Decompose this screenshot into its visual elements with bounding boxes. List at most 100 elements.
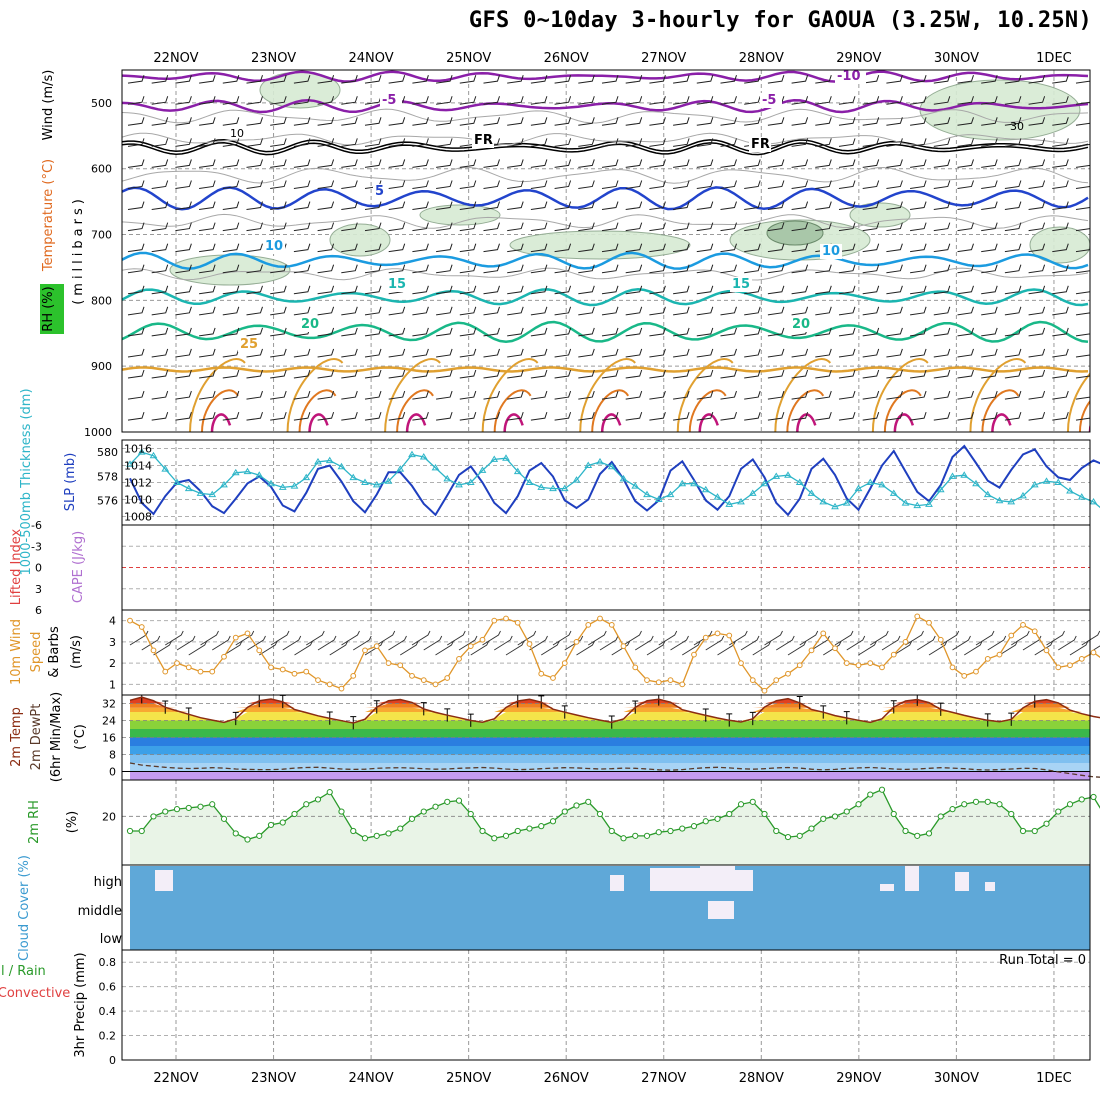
surface-wind-barb	[411, 630, 431, 646]
surface-wind-barb	[388, 635, 407, 651]
rh-point	[878, 786, 886, 793]
temperature-contour-label: 15	[732, 277, 750, 292]
wind-barb	[957, 222, 974, 232]
wind-barb	[862, 327, 880, 337]
surface-wind-barb	[1093, 645, 1100, 651]
wind-barb	[673, 390, 690, 400]
dewpoint-line	[129, 762, 1100, 778]
wind-barb	[981, 390, 998, 400]
rh-contour-label: 30	[1010, 120, 1024, 133]
wind-barb	[578, 180, 595, 189]
wind-barb	[838, 390, 856, 400]
wind-barb	[127, 369, 145, 379]
temp-tick: 24	[102, 715, 116, 728]
wind-barb	[459, 306, 477, 316]
wind-barb	[483, 390, 500, 400]
wind-barb	[744, 348, 761, 358]
wind-barb	[199, 285, 216, 295]
wind-barb	[625, 390, 643, 400]
wind-barb	[341, 348, 358, 358]
wind-barb	[696, 180, 714, 189]
rh-point	[796, 832, 803, 839]
wind-speed-point	[832, 645, 838, 652]
wind-barb	[388, 306, 406, 316]
wind-barb	[1052, 306, 1069, 316]
wind-barb	[981, 306, 998, 316]
wind-barb	[696, 285, 714, 295]
wind-barb	[862, 75, 880, 84]
surface-wind-barb	[529, 635, 548, 651]
wind-barb	[293, 201, 311, 211]
wind-speed-point	[127, 617, 133, 624]
wind-barb	[1075, 416, 1090, 421]
wind-barb	[151, 96, 169, 105]
wind-barb	[199, 117, 216, 126]
wind-barb	[862, 96, 880, 105]
wind-barb	[388, 369, 406, 379]
wind-barb	[151, 180, 169, 189]
wind-barb	[507, 390, 524, 400]
rh-point	[714, 815, 721, 822]
temperature-contour-label: 10	[265, 239, 283, 254]
wind-barb	[341, 138, 358, 147]
wind-speed-point	[326, 681, 333, 688]
contour-label-bg	[472, 133, 494, 148]
thickness-point	[572, 476, 581, 483]
wind-barb	[578, 264, 595, 274]
rh-point	[1090, 793, 1097, 801]
wind-barb	[957, 411, 974, 421]
wind-barb	[910, 264, 927, 274]
surface-wind-barb	[870, 630, 889, 646]
wind-barb	[199, 159, 216, 168]
surface-wind-barb	[188, 640, 208, 656]
temperature-contour-35	[1088, 423, 1090, 432]
wind-barb	[886, 117, 903, 126]
wind-barb	[649, 96, 666, 105]
wind-barb	[127, 411, 145, 421]
wind-barb	[625, 348, 643, 358]
wind-barb	[507, 138, 524, 147]
surface-wind-barb	[599, 635, 619, 651]
wind-barb	[720, 348, 737, 358]
temperature-contour-label: 15	[388, 277, 406, 292]
thickness-point	[184, 484, 193, 492]
wind-barb	[910, 180, 927, 189]
wind-barb	[815, 96, 832, 105]
rh-point	[679, 825, 686, 832]
wind-barb	[696, 201, 714, 211]
wind-barb	[767, 348, 785, 358]
wind-barb	[1075, 332, 1090, 337]
wind-barb	[838, 264, 856, 274]
wind-tick: 2	[109, 657, 116, 670]
temperature-band	[130, 712, 1090, 721]
thickness-point	[772, 472, 781, 479]
wind-barb	[649, 411, 666, 421]
wind-speed-point	[397, 662, 404, 669]
high-cloud-bar	[155, 870, 173, 891]
wind-barb	[673, 285, 690, 295]
date-label-top: 27NOV	[641, 51, 686, 66]
wind-barb	[436, 180, 453, 189]
wind-barb	[246, 264, 263, 274]
wind-barb	[388, 75, 406, 84]
wind-barb	[341, 264, 358, 274]
wind-barb	[625, 369, 643, 379]
wind-barb	[1052, 159, 1069, 168]
surface-wind-barb	[928, 640, 948, 656]
wind-barb	[1052, 138, 1069, 147]
temp-tick: 16	[102, 732, 116, 745]
wind-speed-point	[409, 672, 415, 679]
wind-barb	[436, 264, 453, 274]
wind-barb	[649, 285, 666, 295]
wind-barb	[1075, 205, 1090, 211]
wind-barb	[1004, 201, 1022, 211]
wind-barb	[127, 138, 145, 147]
wind-barb	[838, 96, 856, 105]
wind-barb	[1075, 395, 1090, 400]
wind-barb	[151, 348, 169, 358]
wind-barb	[981, 159, 998, 168]
surface-wind-barb	[141, 635, 161, 651]
temperature-layer	[122, 695, 1090, 780]
wind-barb	[838, 201, 856, 211]
